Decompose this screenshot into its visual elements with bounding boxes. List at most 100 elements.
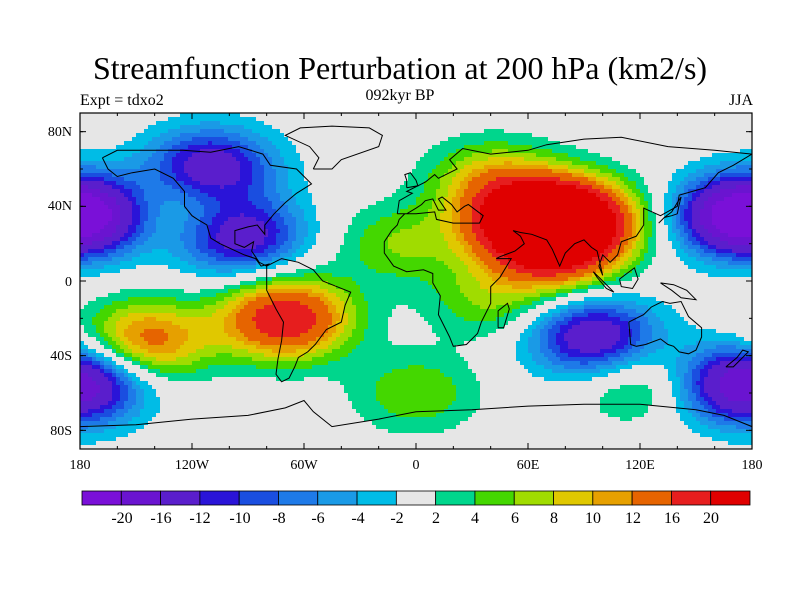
field-cell [156,193,161,198]
field-cell [560,169,565,174]
field-cell [704,213,709,218]
field-cell [248,229,253,234]
field-cell [472,169,477,174]
field-cell [660,121,665,126]
field-cell [312,185,317,190]
field-cell [132,145,137,150]
field-cell [148,193,153,198]
field-cell [624,201,629,206]
field-cell [168,137,173,142]
field-cell [224,129,229,134]
field-cell [724,145,729,150]
field-cell [560,213,565,218]
field-cell [568,225,573,230]
field-cell [564,125,569,130]
field-cell [488,225,493,230]
field-cell [404,205,409,210]
field-cell [692,117,697,122]
field-cell [84,121,89,126]
field-cell [448,141,453,146]
field-cell [704,181,709,186]
field-cell [100,153,105,158]
field-cell [296,137,301,142]
field-cell [476,201,481,206]
field-cell [412,149,417,154]
field-cell [740,225,745,230]
field-cell [440,145,445,150]
field-cell [696,125,701,130]
field-cell [600,221,605,226]
field-cell [496,225,501,230]
field-cell [100,145,105,150]
field-cell [428,173,433,178]
field-cell [720,221,725,226]
field-cell [288,193,293,198]
field-cell [616,141,621,146]
field-cell [308,189,313,194]
field-cell [388,205,393,210]
field-cell [604,181,609,186]
field-cell [208,149,213,154]
field-cell [748,205,752,210]
field-cell [608,205,613,210]
field-cell [444,157,449,162]
field-cell [84,141,89,146]
field-cell [168,117,173,122]
field-cell [288,153,293,158]
field-cell [340,197,345,202]
field-cell [244,185,249,190]
field-cell [384,225,389,230]
field-cell [400,137,405,142]
field-cell [136,137,141,142]
field-cell [276,153,281,158]
field-cell [520,113,525,118]
field-cell [536,225,541,230]
field-cell [444,129,449,134]
field-cell [284,149,289,154]
field-cell [152,121,157,126]
field-cell [496,221,501,226]
field-cell [96,201,101,206]
field-cell [572,141,577,146]
field-cell [140,153,145,158]
field-cell [364,153,369,158]
field-cell [736,201,741,206]
field-cell [248,225,253,230]
field-cell [692,221,697,226]
field-cell [640,165,645,170]
field-cell [396,161,401,166]
field-cell [584,213,589,218]
field-cell [520,213,525,218]
field-cell [496,137,501,142]
field-cell [364,229,369,234]
field-cell [84,205,89,210]
field-cell [628,181,633,186]
field-cell [112,169,117,174]
field-cell [152,145,157,150]
field-cell [300,181,305,186]
field-cell [328,177,333,182]
field-cell [608,165,613,170]
field-cell [108,141,113,146]
field-cell [384,121,389,126]
field-cell [668,205,673,210]
field-cell [300,201,305,206]
field-cell [728,137,733,142]
field-cell [396,149,401,154]
field-cell [684,137,689,142]
field-cell [344,137,349,142]
field-cell [316,197,321,202]
field-cell [428,141,433,146]
field-cell [124,133,129,138]
field-cell [468,165,473,170]
field-cell [672,165,677,170]
field-cell [296,193,301,198]
field-cell [148,221,153,226]
field-cell [632,153,637,158]
field-cell [600,209,605,214]
field-cell [532,113,537,118]
field-cell [436,177,441,182]
field-cell [280,161,285,166]
field-cell [568,133,573,138]
field-cell [264,177,269,182]
